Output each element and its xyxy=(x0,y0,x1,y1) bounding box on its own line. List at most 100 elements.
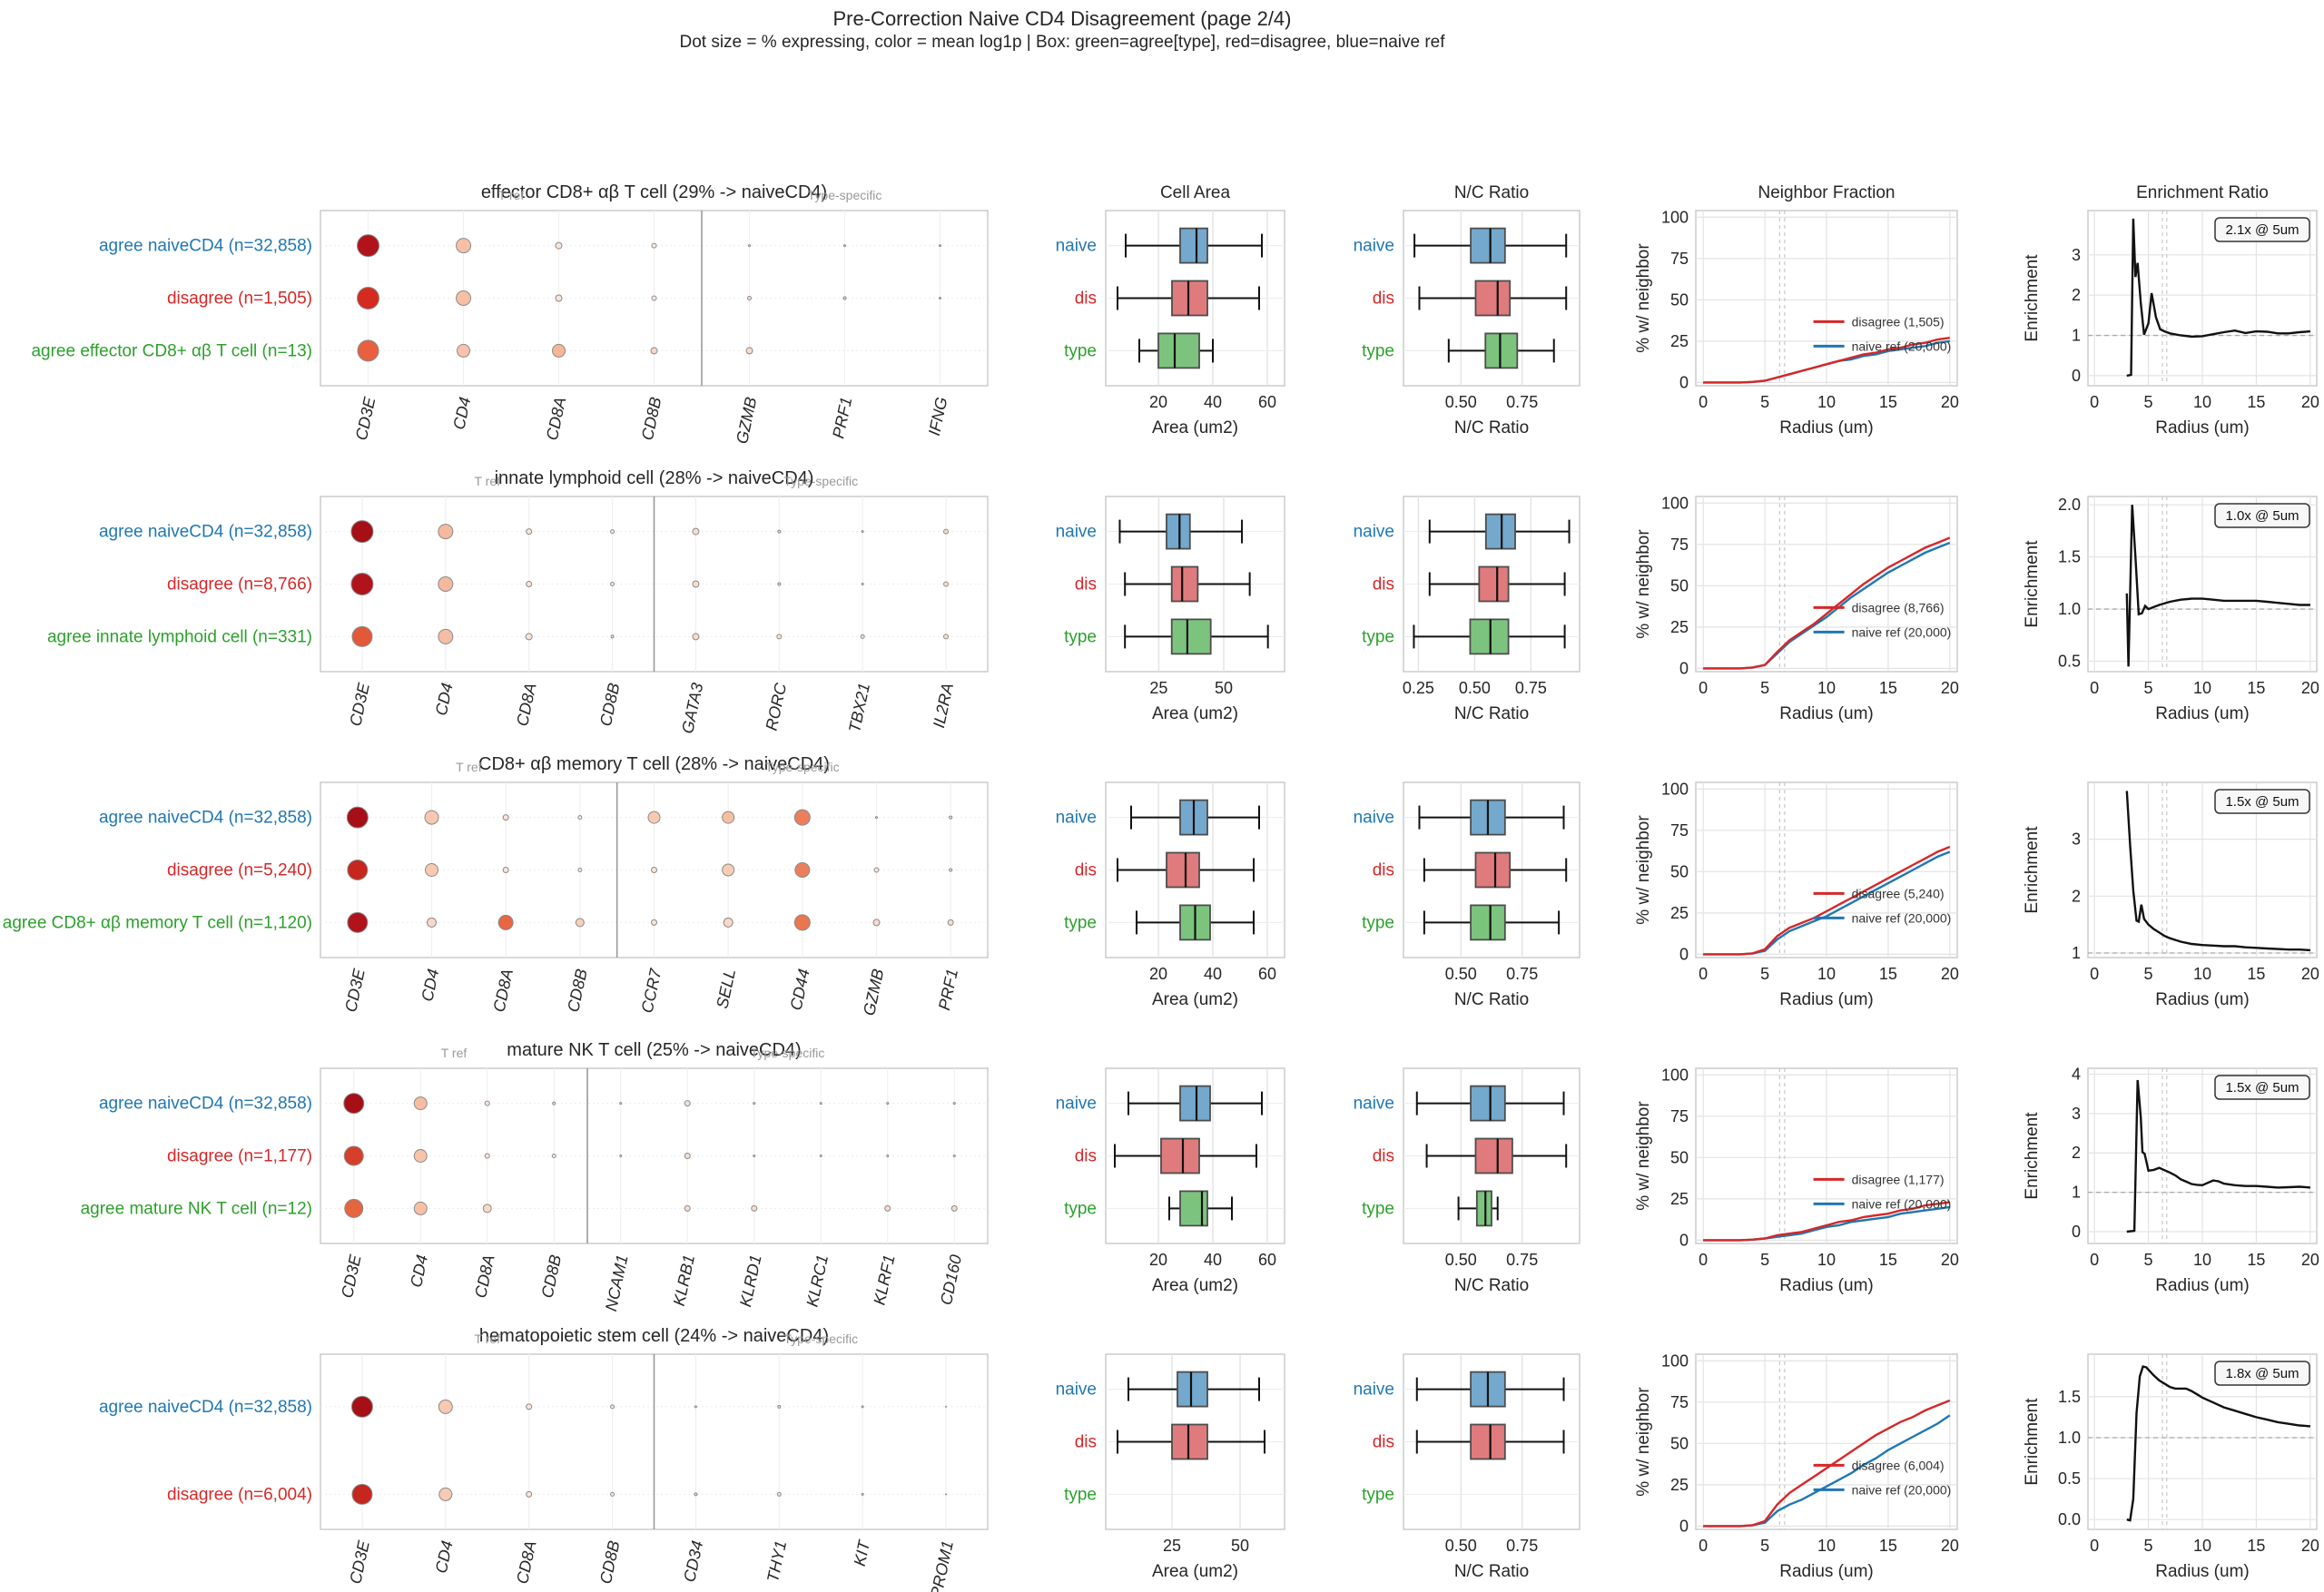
x-tick: 15 xyxy=(1879,679,1897,697)
neighbor-fraction-chart: 0 25 50 75 100 0 5 10 15 20 Radius (um) % w/ neighb… xyxy=(1634,1066,1959,1295)
gene-label: CD4 xyxy=(449,396,474,431)
x-axis-label: Radius (um) xyxy=(1779,990,1873,1009)
group-label: agree innate lymphoid cell (n=331) xyxy=(47,627,312,646)
annotation-box xyxy=(2214,503,2310,528)
y-tick: 1.0 xyxy=(2058,600,2081,618)
x-tick: 5 xyxy=(2144,965,2153,983)
x-tick: 0 xyxy=(2090,679,2099,697)
x-axis-label: Radius (um) xyxy=(2155,418,2249,437)
enrichment-ratio-chart: 0.0 0.5 1.0 1.5 0 5 10 15 20 Radius (um) Enrichmen… xyxy=(2023,1353,2319,1581)
box xyxy=(1470,904,1506,941)
x-tick: 10 xyxy=(1817,965,1836,983)
x-axis-label: N/C Ratio xyxy=(1454,990,1529,1009)
group-label: agree naiveCD4 (n=32,858) xyxy=(99,237,312,256)
x-tick: 0.75 xyxy=(1506,1537,1538,1555)
expression-dot xyxy=(610,582,615,586)
row-title: CD8+ αβ memory T cell (28% -> naiveCD4) xyxy=(478,754,830,774)
y-axis-label: % w/ neighbor xyxy=(1634,243,1653,353)
disagree-line xyxy=(1703,536,1951,670)
gene-label: CD4 xyxy=(418,968,442,1003)
expression-dot xyxy=(351,625,373,647)
x-tick: 5 xyxy=(1760,393,1769,411)
expression-dot xyxy=(651,919,657,926)
legend-label-disagree: disagree (6,004) xyxy=(1852,1458,1945,1472)
expression-dot xyxy=(647,811,661,824)
box xyxy=(1179,1190,1208,1227)
expression-dot xyxy=(610,634,615,639)
group-label: disagree (n=8,766) xyxy=(167,575,312,595)
y-axis-label: % w/ neighbor xyxy=(1634,529,1653,639)
enrichment-line xyxy=(2125,505,2310,667)
cell-area-boxplot: naive dis type 20 40 60 Area (um2) Cell Area xyxy=(1056,183,1285,437)
box-category-label: naive xyxy=(1354,1095,1394,1114)
box xyxy=(1170,618,1212,655)
x-tick: 5 xyxy=(1760,965,1769,983)
y-tick: 100 xyxy=(1661,1066,1689,1084)
y-tick: 50 xyxy=(1670,862,1689,880)
cell-area-boxplot: naive dis type 20 40 60 Area (um2) xyxy=(1056,781,1285,1009)
box-category-label: type xyxy=(1362,1199,1394,1218)
gene-label: CCR7 xyxy=(638,967,665,1015)
expression-dot xyxy=(872,919,881,927)
x-tick: 20 xyxy=(1149,965,1167,983)
gene-label: CD8A xyxy=(543,396,570,442)
y-tick: 3 xyxy=(2072,246,2081,264)
expression-dot xyxy=(526,1490,533,1498)
expression-dot xyxy=(555,241,563,250)
x-tick: 0 xyxy=(2090,1251,2099,1269)
box-category-label: dis xyxy=(1373,861,1394,880)
box-category-label: dis xyxy=(1075,290,1097,309)
box-category-label: type xyxy=(1064,913,1097,932)
x-tick: 10 xyxy=(1817,393,1836,411)
x-tick: 10 xyxy=(1817,1537,1836,1555)
box xyxy=(1475,1190,1492,1227)
box xyxy=(1474,851,1512,889)
x-tick: 0.75 xyxy=(1506,393,1538,411)
y-tick: 75 xyxy=(1670,821,1689,840)
expression-dot xyxy=(650,347,658,355)
legend-label-disagree: disagree (1,177) xyxy=(1852,1172,1945,1186)
y-tick: 50 xyxy=(1670,1148,1689,1166)
y-tick: 100 xyxy=(1661,780,1689,798)
annotation-box xyxy=(2214,1361,2310,1386)
x-tick: 40 xyxy=(1204,1251,1222,1269)
expression-dot xyxy=(884,1204,891,1212)
box-category-label: dis xyxy=(1373,1147,1394,1166)
box xyxy=(1470,1085,1506,1122)
expression-dot xyxy=(861,1492,864,1496)
x-tick: 0 xyxy=(1699,679,1708,697)
expression-dot xyxy=(343,1145,364,1166)
y-tick: 0 xyxy=(1679,1517,1689,1535)
x-tick: 10 xyxy=(2193,1251,2211,1269)
expression-dot xyxy=(438,524,454,540)
box-category-label: dis xyxy=(1373,575,1394,595)
x-tick: 5 xyxy=(2144,1251,2153,1269)
expression-dot xyxy=(684,1204,691,1212)
y-tick: 25 xyxy=(1670,332,1689,350)
expression-dot xyxy=(344,1198,364,1218)
x-tick: 15 xyxy=(2247,1251,2265,1269)
x-tick: 15 xyxy=(2247,965,2265,983)
expression-dot xyxy=(526,1403,533,1410)
gene-label: CD4 xyxy=(407,1253,431,1289)
expression-dot xyxy=(692,633,700,641)
nc-ratio-boxplot: naive dis type 0.50 0.75 N/C Ratio N/C Ratio xyxy=(1354,183,1581,437)
expression-dot xyxy=(842,296,847,300)
y-axis-label: % w/ neighbor xyxy=(1634,1387,1653,1497)
x-axis-label: Radius (um) xyxy=(2155,704,2249,723)
box xyxy=(1470,1423,1506,1460)
gene-label: CD3E xyxy=(338,1253,365,1300)
expression-dot xyxy=(886,1155,890,1157)
cell-area-boxplot: naive dis type 20 40 60 Area (um2) xyxy=(1056,1067,1285,1295)
expression-dot xyxy=(526,581,533,587)
gene-label: TBX21 xyxy=(845,682,873,734)
expression-dot xyxy=(943,581,950,587)
box xyxy=(1166,851,1200,889)
y-tick: 75 xyxy=(1670,536,1689,554)
annotation-text: 1.5x @ 5um xyxy=(2225,1080,2299,1096)
box xyxy=(1484,332,1519,369)
box-category-label: naive xyxy=(1354,1381,1394,1400)
box-category-label: type xyxy=(1064,341,1097,360)
disagree-line xyxy=(1703,1399,1951,1528)
